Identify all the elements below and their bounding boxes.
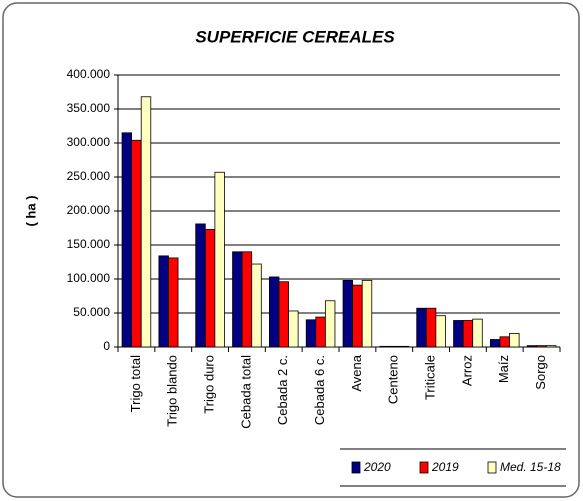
- bar: [214, 171, 225, 348]
- x-tick-label: Cebada 6 c.: [312, 355, 327, 425]
- bar: [168, 257, 179, 348]
- bar: [131, 139, 142, 348]
- bar: [195, 223, 206, 348]
- bar: [324, 300, 336, 348]
- bar: [389, 345, 400, 348]
- x-tick-label: Triticale: [423, 355, 438, 400]
- y-tick-label: 200.000: [67, 203, 111, 217]
- bar: [398, 345, 410, 348]
- bar: [268, 276, 280, 348]
- legend-swatch: [419, 461, 429, 474]
- bar: [462, 320, 474, 348]
- y-tick-label: 100.000: [67, 271, 111, 285]
- bar: [545, 345, 557, 348]
- bar: [342, 279, 354, 348]
- legend-label: 2020: [363, 460, 391, 474]
- bar: [489, 339, 501, 348]
- bar: [361, 279, 373, 348]
- bar: [121, 132, 133, 348]
- x-tick-label: Avena: [349, 354, 364, 391]
- bar: [232, 251, 243, 348]
- chart-title: SUPERFICIE CEREALES: [195, 27, 395, 46]
- bar: [472, 318, 483, 348]
- legend-label: 2019: [431, 460, 459, 474]
- bar: [288, 310, 299, 348]
- bar: [536, 345, 547, 348]
- x-tick-label: Trigo total: [128, 355, 143, 412]
- y-tick-label: 400.000: [67, 67, 111, 81]
- bar: [453, 320, 464, 348]
- y-tick-label: 350.000: [67, 101, 111, 115]
- bar: [305, 319, 317, 348]
- y-tick-label: 50.000: [73, 305, 110, 319]
- legend-swatch: [487, 461, 497, 474]
- y-tick-label: 0: [103, 339, 110, 353]
- bar: [315, 316, 326, 348]
- y-tick-label: 250.000: [67, 169, 111, 183]
- x-tick-label: Trigo duro: [202, 355, 217, 414]
- legend-label: Med. 15-18: [500, 460, 561, 474]
- bar: [251, 263, 262, 348]
- x-tick-label: Arroz: [459, 355, 474, 386]
- bar: [416, 307, 427, 348]
- x-tick-label: Cebada total: [238, 355, 253, 429]
- bar: [499, 336, 510, 348]
- x-tick-label: Trigo blando: [165, 355, 180, 427]
- bar: [509, 332, 520, 348]
- bar: [140, 96, 152, 348]
- y-tick-label: 150.000: [67, 237, 111, 251]
- bar: [526, 345, 538, 348]
- x-tick-label: Centeno: [386, 355, 401, 404]
- x-tick-label: Cebada 2 c.: [275, 355, 290, 425]
- bar: [425, 307, 437, 348]
- bar: [204, 228, 216, 348]
- y-tick-label: 300.000: [67, 135, 111, 149]
- legend-swatch: [351, 461, 361, 474]
- bar: [435, 315, 446, 348]
- bar: [158, 255, 169, 348]
- x-tick-label: Maíz: [496, 355, 511, 383]
- bar: [241, 251, 253, 348]
- bar: [379, 345, 390, 348]
- x-tick-label: Sorgo: [533, 355, 548, 390]
- bar: [278, 281, 289, 348]
- bar: [352, 284, 363, 348]
- y-axis-label: ( ha ): [23, 195, 38, 226]
